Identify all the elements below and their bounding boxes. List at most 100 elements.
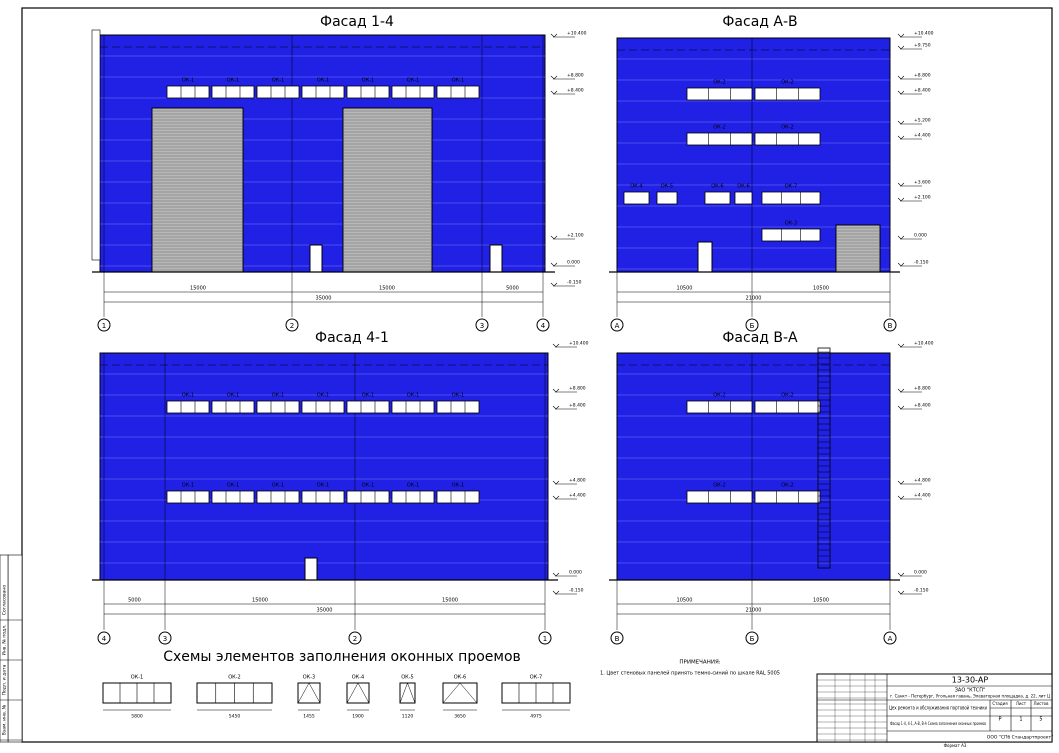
label: ОК-5	[401, 675, 413, 681]
label: 15000	[442, 598, 458, 604]
label: +8.400	[567, 88, 584, 94]
window	[211, 490, 255, 504]
window	[656, 191, 678, 205]
label: Фасад В-А	[722, 330, 798, 346]
label: В	[888, 322, 893, 330]
label: ОК-2	[781, 393, 793, 399]
label: ОК-2	[228, 675, 240, 681]
label: ОК-1	[182, 393, 194, 399]
scheme-sash	[297, 682, 321, 704]
axis-bubble	[536, 318, 550, 332]
label: 0.000	[569, 570, 582, 576]
level-mark	[550, 235, 558, 240]
label: 35000	[317, 608, 333, 614]
label: 1455	[303, 714, 315, 720]
label: +8.800	[914, 73, 931, 79]
window	[346, 85, 390, 99]
label: +10.400	[914, 341, 934, 347]
level-mark	[897, 405, 905, 410]
label: +5.200	[914, 118, 931, 124]
level-mark	[897, 262, 905, 267]
label: ОК-1	[317, 393, 329, 399]
label: ОК-1	[227, 78, 239, 84]
level-mark	[897, 495, 905, 500]
label: Р	[998, 717, 1001, 723]
label: Подп. и дата	[2, 664, 8, 695]
window	[686, 132, 753, 146]
level-mark	[897, 33, 905, 38]
label: +2.100	[567, 233, 584, 239]
gate	[342, 107, 433, 273]
label: ОК-1	[317, 78, 329, 84]
window	[686, 87, 753, 101]
window	[301, 85, 345, 99]
side-column	[7, 554, 23, 743]
axis-bubble	[348, 631, 362, 645]
label: Лист	[1016, 701, 1027, 706]
level-mark	[897, 45, 905, 50]
window	[436, 490, 480, 504]
label: +10.400	[567, 31, 587, 37]
label: ОК-7	[530, 675, 542, 681]
axis-bubble	[475, 318, 489, 332]
level-mark	[897, 75, 905, 80]
label: ОК-1	[182, 483, 194, 489]
label: Б	[750, 322, 755, 330]
scheme-window	[297, 682, 321, 704]
label: -0.150	[914, 588, 929, 594]
label: ОК-1	[131, 675, 143, 681]
level-mark	[552, 343, 560, 348]
axis-bubble	[97, 318, 111, 332]
level-mark	[897, 480, 905, 485]
label: 35000	[316, 296, 332, 302]
label: 1	[1019, 717, 1022, 723]
window	[391, 85, 435, 99]
label: 4975	[530, 714, 542, 720]
level-mark	[552, 495, 560, 500]
label: ОК-1	[182, 78, 194, 84]
window	[704, 191, 731, 205]
label: 1. Цвет стеновых панелей принять темно-с…	[600, 670, 780, 677]
axis-bubble	[610, 631, 624, 645]
level-mark	[897, 343, 905, 348]
label: +8.400	[914, 403, 931, 409]
label: ОК-1	[407, 393, 419, 399]
label: Инв. № подл.	[2, 624, 8, 655]
label: 5000	[128, 598, 141, 604]
window	[256, 85, 300, 99]
label: ОК-1	[227, 393, 239, 399]
level-mark	[552, 572, 560, 577]
window	[686, 490, 753, 504]
axis-bubble	[158, 631, 172, 645]
label: ОК-6	[737, 184, 749, 190]
label: ОК-2	[713, 483, 725, 489]
window	[391, 400, 435, 414]
label: ОК-4	[352, 675, 364, 681]
level-mark	[552, 388, 560, 393]
label: А	[615, 322, 620, 330]
label: Взам. инв. №	[2, 704, 8, 735]
window	[391, 490, 435, 504]
label: +8.400	[914, 88, 931, 94]
label: 5000	[506, 286, 519, 292]
axis-bubble	[745, 318, 759, 332]
scheme-sash	[442, 682, 478, 704]
axis-bubble	[97, 631, 111, 645]
label: Схемы элементов заполнения оконных проем…	[163, 649, 521, 665]
label: Формат А3	[944, 743, 967, 748]
label: 5	[1039, 717, 1042, 723]
label: ОК-1	[452, 78, 464, 84]
label: 1	[102, 322, 106, 330]
label: 10500	[677, 598, 693, 604]
label: +9.750	[914, 43, 931, 49]
label: Стадия	[992, 701, 1008, 706]
window	[166, 400, 210, 414]
window	[346, 490, 390, 504]
label: ОК-1	[272, 393, 284, 399]
axis-bubble	[285, 318, 299, 332]
window	[754, 87, 821, 101]
label: Фасад 1-4	[320, 14, 394, 30]
label: ОК-3	[785, 221, 797, 227]
label: 10500	[677, 286, 693, 292]
